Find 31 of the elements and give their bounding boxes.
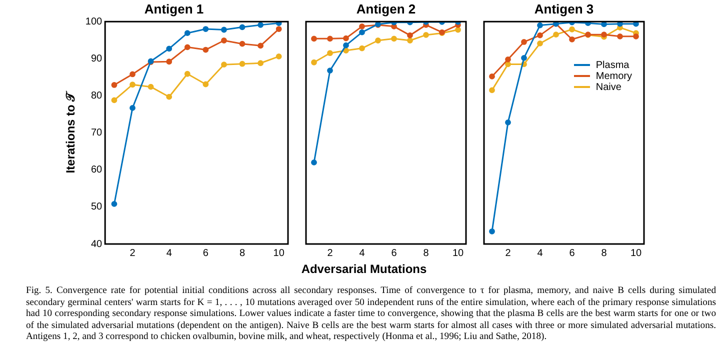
y-tick-label: 70 [90, 128, 103, 139]
x-axis-title: Adversarial Mutations [300, 262, 428, 276]
x-tick-label: 6 [569, 248, 576, 259]
x-tick-label: 6 [202, 248, 209, 259]
x-tick-label: 8 [601, 248, 608, 259]
legend-label: Naive [596, 82, 622, 93]
x-tick-label: 4 [359, 248, 366, 259]
legend-label: Plasma [596, 60, 630, 71]
x-tick-label: 2 [505, 248, 512, 259]
y-tick-label: 90 [90, 53, 103, 64]
x-tick-label: 10 [630, 248, 642, 259]
y-axis-title: Iterations to 𝒯 [64, 90, 78, 174]
x-tick-label: 10 [273, 248, 285, 259]
y-tick-label: 40 [90, 238, 103, 250]
chart-title: Antigen 3 [534, 1, 594, 16]
x-tick-label: 4 [166, 248, 172, 259]
chart-title: Antigen 2 [356, 1, 416, 16]
x-tick-label: 4 [537, 248, 544, 259]
x-tick-label: 2 [327, 248, 334, 259]
chart-title: Antigen 1 [144, 1, 204, 16]
x-tick-label: 2 [130, 248, 136, 259]
caption: Fig. 5. Convergence rate for potential initial conditions across all secondary responses. Time of convergence to τ for plasma, memory, and naive B cells during simulated secondary germinal centers' warm starts for K = 1, . . . , 10 mutations averaged over 50 independent runs of the entire simulation, where each of the primary response simulations had 10 corresponding secondary response simulations. Lower values indicate a faster time to convergence, showing that the plasma B cells are the best warm starts for one or two of the simulated adversarial mutations (dependent on the antigen). Naive B cells are the best warm starts for almost all cases with three or more simulated adversarial mutations. Antigens 1, 2, and 3 correspond to chicken ovalbumin, bovine milk, and wheat, respectively (Honma et al., 1996; Liu and Sathe, 2018). [26, 285, 716, 343]
x-tick-label: 6 [391, 248, 398, 259]
y-tick-label: 80 [90, 90, 103, 102]
x-tick-label: 10 [452, 248, 464, 259]
x-tick-label: 8 [239, 248, 246, 259]
y-tick-label: 100 [85, 16, 103, 28]
y-tick-label: 60 [90, 164, 103, 176]
y-tick-label: 50 [90, 202, 103, 213]
legend-label: Memory [596, 70, 632, 82]
x-tick-label: 8 [423, 248, 430, 259]
